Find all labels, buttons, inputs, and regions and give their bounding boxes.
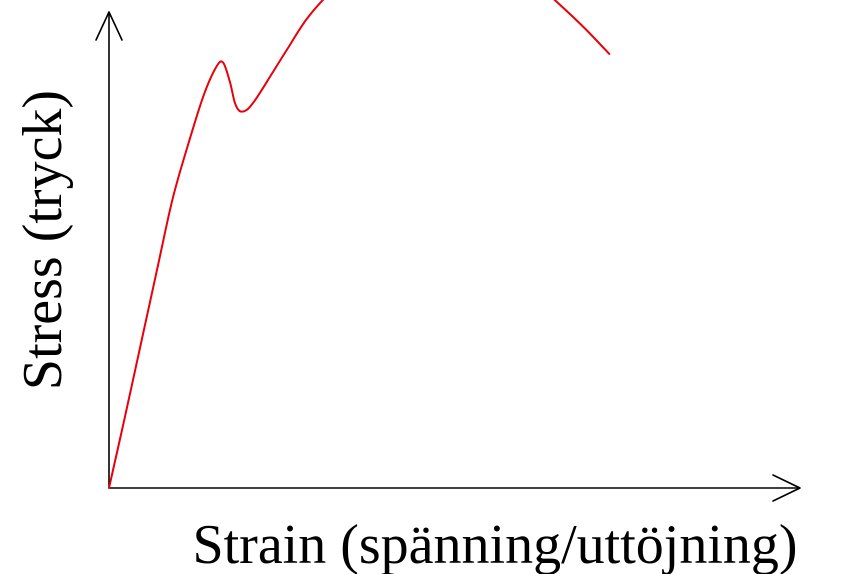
x-axis-label: Strain (spänning/uttöjning) [192,514,797,574]
y-axis-arrowhead [95,11,123,41]
x-axis [109,474,801,502]
series-line-0 [108,0,611,489]
y-axis [95,11,123,488]
series-layer [108,0,611,489]
x-axis-arrowhead [772,474,801,502]
y-axis-label: Stress (tryck) [12,90,74,390]
